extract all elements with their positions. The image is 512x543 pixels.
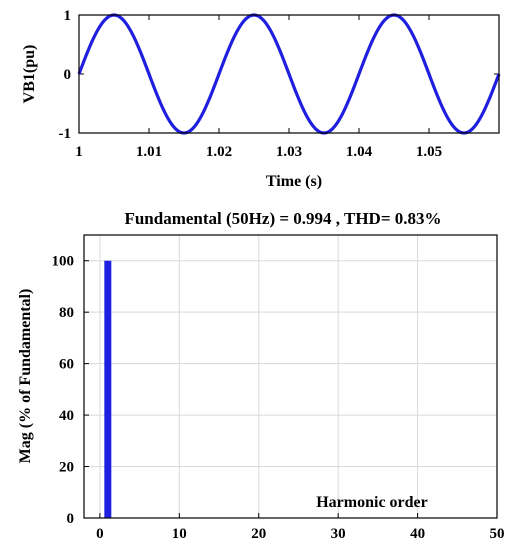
spectrum-x-tick-label: 40 — [410, 526, 425, 542]
waveform-x-tick-label: 1 — [75, 144, 83, 160]
waveform-y-ticks: -1 0 1 — [59, 8, 499, 142]
spectrum-y-tick-label: 60 — [59, 357, 74, 373]
waveform-chart: 1 1.01 1.02 1.03 1.04 1.05 -1 0 1 Time (s) VB1(… — [21, 8, 501, 190]
waveform-y-axis-label: VB1(pu) — [21, 45, 38, 104]
spectrum-x-tick-label: 30 — [331, 526, 346, 542]
waveform-plot-frame — [78, 14, 500, 134]
spectrum-x-tick-label: 0 — [96, 526, 104, 542]
spectrum-y-tick-label: 80 — [59, 305, 74, 321]
spectrum-y-tick-label: 0 — [67, 511, 75, 527]
waveform-x-tick-label: 1.04 — [346, 144, 373, 160]
spectrum-grid — [84, 235, 498, 519]
spectrum-x-axis-label: Harmonic order — [316, 494, 428, 511]
spectrum-y-ticks: 0 20 40 60 80 100 — [52, 254, 89, 527]
waveform-x-tick-label: 1.05 — [416, 144, 442, 160]
spectrum-x-ticks: 0 10 20 30 40 50 — [96, 513, 505, 542]
waveform-y-tick-label: -1 — [59, 126, 72, 142]
spectrum-y-tick-label: 100 — [52, 254, 75, 270]
spectrum-x-tick-label: 20 — [251, 526, 266, 542]
spectrum-x-tick-label: 50 — [490, 526, 505, 542]
spectrum-y-tick-label: 20 — [59, 460, 74, 476]
waveform-y-tick-label: 0 — [64, 67, 72, 83]
spectrum-title: Fundamental (50Hz) = 0.994 , THD= 0.83% — [124, 209, 441, 228]
waveform-x-axis-label: Time (s) — [266, 173, 322, 190]
waveform-y-tick-label: 1 — [64, 8, 72, 24]
waveform-x-tick-label: 1.03 — [276, 144, 302, 160]
spectrum-bar — [104, 260, 112, 518]
waveform-x-tick-label: 1.02 — [206, 144, 232, 160]
waveform-series-line — [77, 13, 501, 135]
spectrum-y-axis-label: Mag (% of Fundamental) — [17, 289, 34, 464]
spectrum-y-tick-label: 40 — [59, 408, 74, 424]
waveform-x-tick-label: 1.01 — [136, 144, 162, 160]
spectrum-x-tick-label: 10 — [172, 526, 187, 542]
waveform-x-ticks: 1 1.01 1.02 1.03 1.04 1.05 — [75, 15, 442, 160]
harmonic-spectrum-chart: Fundamental (50Hz) = 0.994 , THD= 0.83% … — [17, 209, 505, 542]
spectrum-plot-frame — [83, 234, 498, 519]
spectrum-bars — [104, 260, 112, 518]
